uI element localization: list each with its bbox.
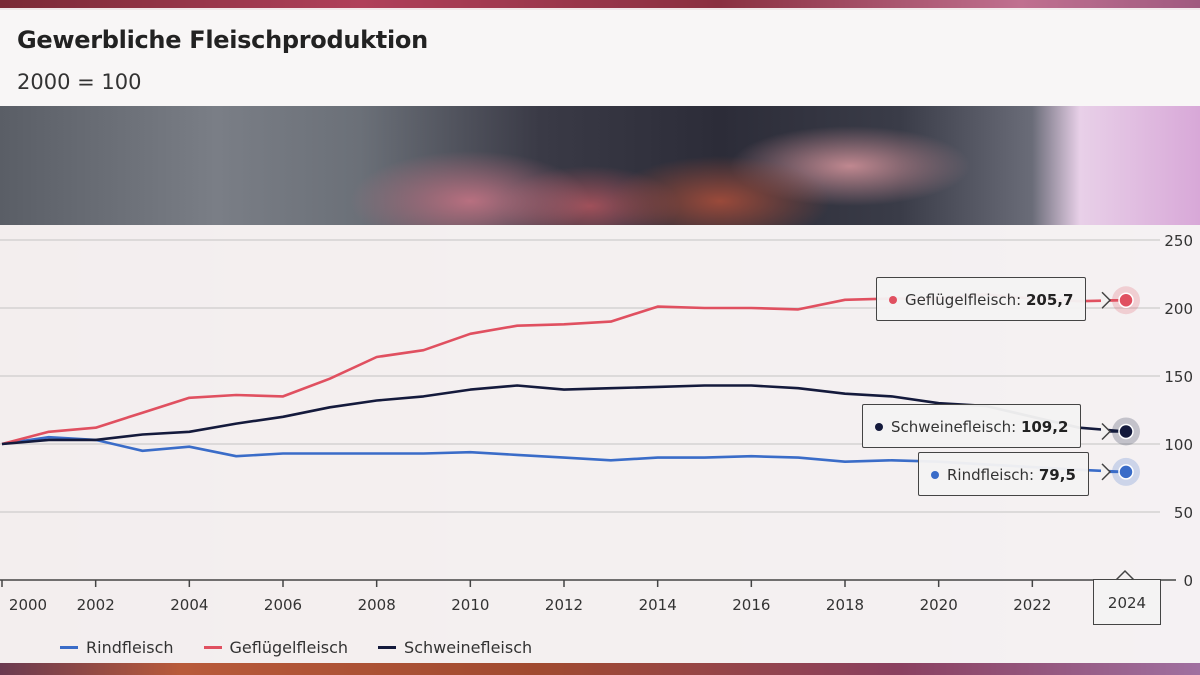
x-tick-label-2002: 2002	[77, 596, 115, 614]
x-tick-label-2000: 2000	[9, 596, 47, 614]
y-tick-label-200: 200	[1164, 300, 1193, 318]
tooltip-schwein-value: 109,2	[1020, 418, 1069, 436]
x-tick-label-2008: 2008	[358, 596, 396, 614]
x-axis: 2000 2002 2004 2006 2008 2010 2012 2014 2016 2018…	[0, 569, 1176, 614]
legend-swatch-rindfleisch	[60, 646, 78, 649]
x-tick-label-2004: 2004	[170, 596, 208, 614]
tooltip-arrow-gefluegel	[1101, 291, 1112, 309]
legend-label-gefluegelfleisch: Geflügelfleisch	[229, 638, 349, 657]
tooltip-connectors	[1101, 291, 1126, 481]
tooltip-gefluegel-value: 205,7	[1025, 291, 1074, 309]
legend-label-rindfleisch: Rindfleisch	[86, 638, 174, 657]
rindfleisch-dot-icon	[931, 470, 939, 479]
tooltip-rindfleisch: Rindfleisch: 79,5	[918, 452, 1089, 496]
x-tick-label-2010: 2010	[451, 596, 489, 614]
endpoint-dot-gefluegel	[1118, 292, 1134, 308]
x-tick-label-2006: 2006	[264, 596, 302, 614]
chart-title: Gewerbliche Fleischproduktion	[17, 26, 428, 54]
x-tick-label-2012: 2012	[545, 596, 583, 614]
x-tick-label-2022: 2022	[1013, 596, 1051, 614]
gefluegelfleisch-dot-icon	[889, 295, 897, 304]
y-tick-label-250: 250	[1164, 232, 1193, 250]
chart-subtitle: 2000 = 100	[17, 70, 142, 94]
y-axis: 0 50 100 150 200 250	[1164, 232, 1193, 590]
year-marker-notch	[1115, 569, 1135, 581]
tooltip-arrow-rind	[1101, 463, 1112, 481]
tooltip-schwein-label: Schweinefleisch:	[891, 418, 1017, 436]
tooltip-rind-label: Rindfleisch:	[947, 466, 1035, 484]
legend-item-rindfleisch[interactable]: Rindfleisch	[60, 638, 174, 657]
legend-swatch-schweinefleisch	[378, 646, 397, 649]
x-tick-label-2020: 2020	[920, 596, 958, 614]
series-endpoints	[1112, 286, 1140, 486]
tooltip-gefluegel-label: Geflügelfleisch:	[905, 291, 1022, 309]
tooltip-arrow-fill-rind	[1101, 463, 1110, 480]
schweinefleisch-dot-icon	[875, 422, 883, 431]
legend-item-gefluegelfleisch[interactable]: Geflügelfleisch	[203, 638, 349, 657]
tooltip-schweinefleisch: Schweinefleisch: 109,2	[862, 404, 1082, 448]
series-line-schwein	[1, 384, 1127, 446]
legend-label-schweinefleisch: Schweinefleisch	[404, 638, 533, 657]
header-panel: Gewerbliche Fleischproduktion 2000 = 100	[0, 8, 1200, 106]
tooltip-arrow-fill-gefluegel	[1101, 292, 1110, 309]
legend: Rindfleisch Geflügelfleisch Schweineflei…	[60, 638, 532, 657]
legend-item-schweinefleisch[interactable]: Schweinefleisch	[378, 638, 532, 657]
x-tick-label-2016: 2016	[732, 596, 770, 614]
photo-meat-counter	[0, 106, 1200, 226]
photo-strip-bottom	[0, 663, 1200, 675]
y-tick-label-0: 0	[1183, 572, 1193, 590]
photo-strip-top	[0, 0, 1200, 10]
y-tick-label-100: 100	[1164, 436, 1193, 454]
legend-swatch-gefluegelfleisch	[203, 646, 222, 649]
x-tick-label-2014: 2014	[639, 596, 677, 614]
x-tick-label-2018: 2018	[826, 596, 864, 614]
tooltip-rind-value: 79,5	[1038, 466, 1076, 484]
y-tick-label-50: 50	[1174, 504, 1193, 522]
endpoint-dot-rind	[1118, 464, 1134, 480]
tooltip-arrow-schwein	[1101, 422, 1112, 441]
tooltip-arrow-fill-schwein	[1101, 423, 1110, 440]
endpoint-dot-schwein	[1118, 423, 1134, 440]
y-tick-label-150: 150	[1164, 368, 1193, 386]
tooltip-gefluegelfleisch: Geflügelfleisch: 205,7	[876, 277, 1087, 321]
tooltip-year: 2024	[1093, 579, 1161, 625]
